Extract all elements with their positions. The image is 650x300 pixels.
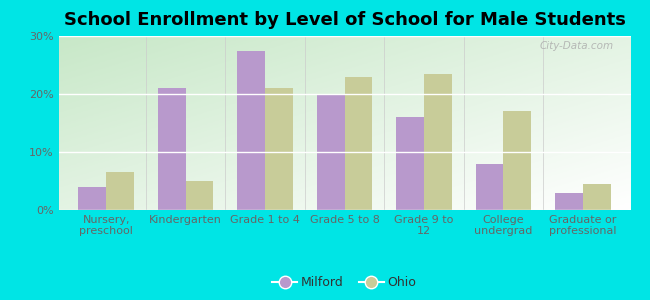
Bar bbox=[106, 172, 134, 210]
Bar bbox=[158, 88, 186, 210]
Bar bbox=[424, 74, 452, 210]
Bar bbox=[396, 117, 424, 210]
Bar bbox=[583, 184, 610, 210]
Title: School Enrollment by Level of School for Male Students: School Enrollment by Level of School for… bbox=[64, 11, 625, 29]
Text: City-Data.com: City-Data.com bbox=[540, 41, 614, 51]
Bar bbox=[79, 187, 106, 210]
Bar bbox=[265, 88, 293, 210]
Bar bbox=[237, 50, 265, 210]
Bar bbox=[344, 76, 372, 210]
Bar bbox=[503, 111, 531, 210]
Bar bbox=[186, 181, 213, 210]
Bar bbox=[555, 193, 583, 210]
Legend: Milford, Ohio: Milford, Ohio bbox=[267, 271, 422, 294]
Bar bbox=[317, 94, 345, 210]
Bar bbox=[476, 164, 503, 210]
